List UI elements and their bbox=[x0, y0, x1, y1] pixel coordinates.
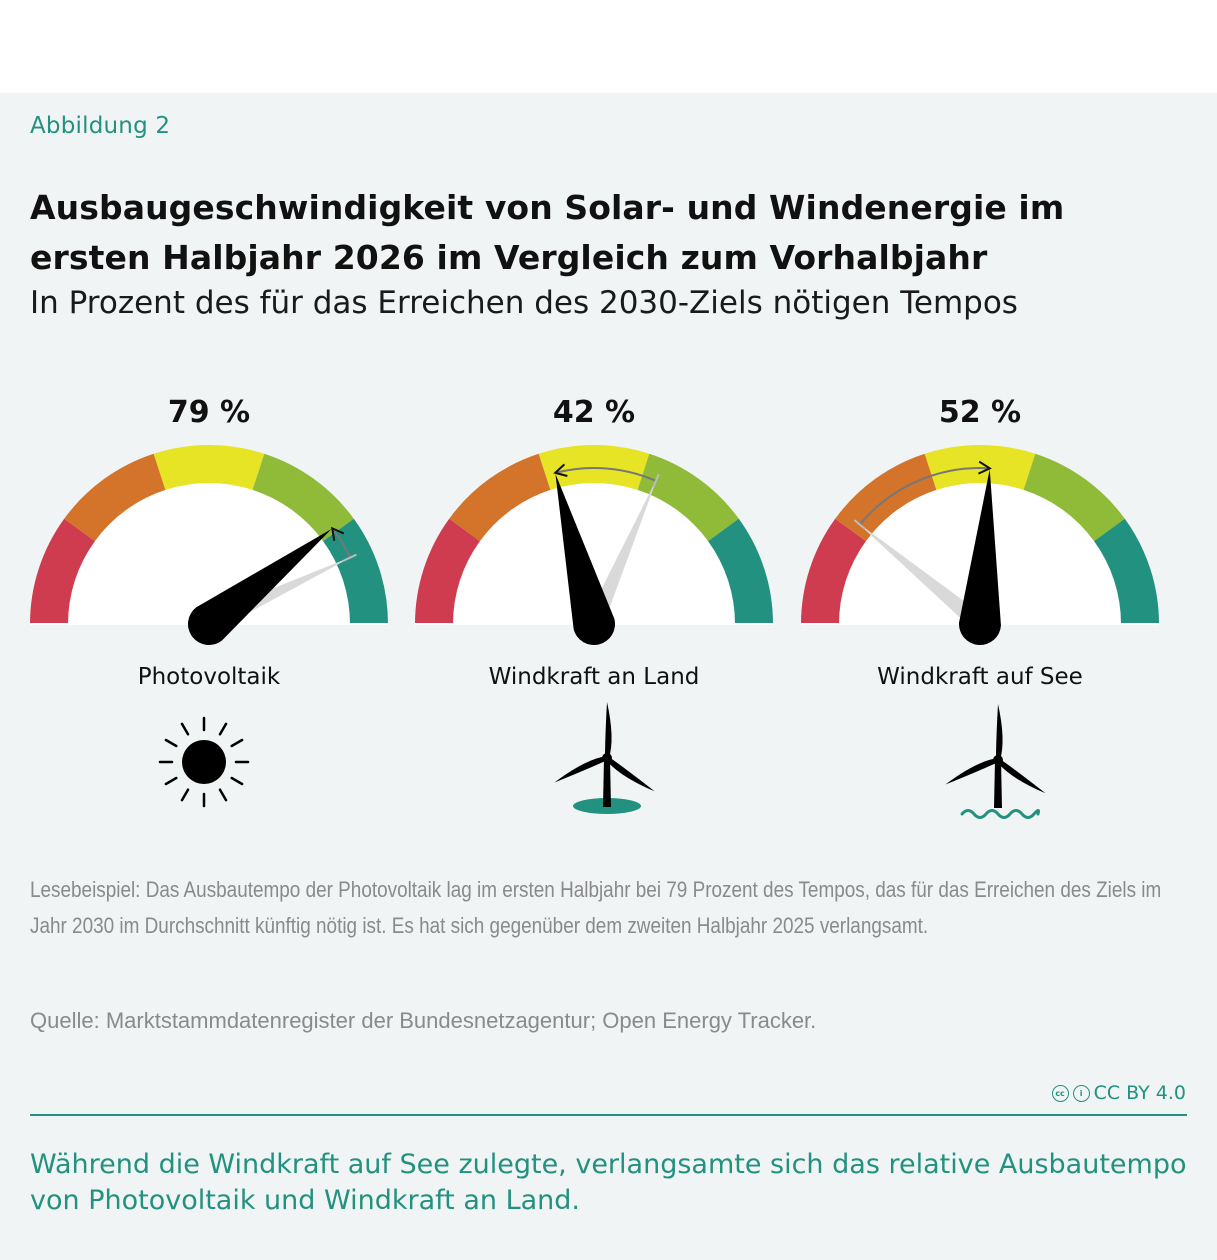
gauge-zone-5 bbox=[323, 518, 388, 624]
gauge-zone-2 bbox=[835, 453, 937, 542]
wind-turbine-sea-icon bbox=[960, 809, 1040, 819]
cc-icon: cc bbox=[1051, 1084, 1069, 1102]
sun-ray bbox=[164, 738, 178, 748]
sea-turbine-blade-3 bbox=[996, 758, 1046, 794]
previous-needle-wind-sea bbox=[856, 522, 990, 633]
reading-example: Lesebeispiel: Das Ausbautempo der Photov… bbox=[30, 877, 1162, 938]
gauge-zone-1 bbox=[801, 518, 866, 624]
change-arc-wind-sea bbox=[859, 467, 990, 526]
figure-panel bbox=[0, 93, 1217, 1260]
sun-ray bbox=[230, 776, 244, 786]
by-icon: i bbox=[1072, 1084, 1090, 1102]
land-turbine-blade-3 bbox=[605, 756, 655, 792]
change-arc-wind-land bbox=[554, 467, 657, 482]
gauge-chart: 79 % Photovoltaik 42 % Windkraft an Land 52 … bbox=[30, 395, 1159, 819]
value-label-photovoltaik: 79 % bbox=[168, 395, 250, 430]
caption: Während die Windkraft auf See zulegte, v… bbox=[30, 1149, 1187, 1216]
land-turbine-tower bbox=[603, 758, 611, 807]
category-label-wind-land: Windkraft an Land bbox=[489, 664, 700, 690]
category-label-photovoltaik: Photovoltaik bbox=[138, 664, 281, 690]
change-arrowhead-wind-land bbox=[553, 463, 568, 477]
category-label-wind-sea: Windkraft auf See bbox=[877, 664, 1083, 690]
gauge-zone-1 bbox=[30, 518, 95, 624]
gauge-zone-4 bbox=[637, 453, 739, 542]
gauge-zone-5 bbox=[1094, 518, 1159, 624]
change-arrowhead-photovoltaik bbox=[330, 526, 345, 541]
license-text: CC BY 4.0 bbox=[1093, 1082, 1186, 1104]
divider bbox=[30, 1114, 1187, 1116]
current-needle-photovoltaik bbox=[187, 528, 332, 646]
gauge-zone-2 bbox=[64, 453, 166, 542]
sea-turbine-blade-1 bbox=[996, 704, 1003, 760]
value-label-wind-sea: 52 % bbox=[939, 395, 1021, 430]
figure-label: Abbildung 2 bbox=[30, 113, 171, 139]
land-turbine-blade-2 bbox=[554, 756, 608, 783]
change-arc-start-tick bbox=[652, 474, 660, 488]
sea-turbine-tower bbox=[994, 760, 1002, 808]
gauge-face bbox=[453, 483, 735, 624]
sun-icon bbox=[182, 740, 226, 784]
source-note: Quelle: Marktstammdatenregister der Bund… bbox=[30, 1008, 817, 1033]
change-arrowhead-wind-sea bbox=[978, 460, 992, 475]
gauge-zone-5 bbox=[708, 518, 773, 624]
value-label-wind-land: 42 % bbox=[553, 395, 635, 430]
current-needle-wind-sea bbox=[959, 469, 1001, 645]
chart-title: Ausbaugeschwindigkeit von Solar- und Win… bbox=[30, 188, 1065, 277]
gauge-zone-2 bbox=[449, 453, 551, 542]
chart-subtitle: In Prozent des für das Erreichen des 203… bbox=[30, 285, 1018, 321]
sun-ray bbox=[180, 788, 190, 802]
license-badge: cc i CC BY 4.0 bbox=[1051, 1082, 1186, 1104]
gauge-zone-4 bbox=[252, 453, 354, 542]
sun-ray bbox=[230, 738, 244, 748]
sun-ray bbox=[164, 776, 178, 786]
change-arc-start-tick bbox=[343, 553, 357, 562]
sea-turbine-blade-2 bbox=[945, 758, 999, 785]
sun-ray bbox=[218, 722, 228, 736]
land-turbine-blade-1 bbox=[605, 702, 612, 758]
sea-turbine-hub bbox=[993, 755, 1003, 765]
gauge-zone-1 bbox=[415, 518, 480, 624]
sun-ray bbox=[180, 722, 190, 736]
land-turbine-hub bbox=[602, 753, 612, 763]
gauge-zone-4 bbox=[1023, 453, 1125, 542]
change-arc-start-tick bbox=[853, 519, 866, 530]
gauge-zone-3 bbox=[153, 445, 265, 490]
sun-ray bbox=[218, 788, 228, 802]
current-needle-wind-land bbox=[555, 473, 616, 646]
top-band bbox=[0, 0, 1217, 93]
